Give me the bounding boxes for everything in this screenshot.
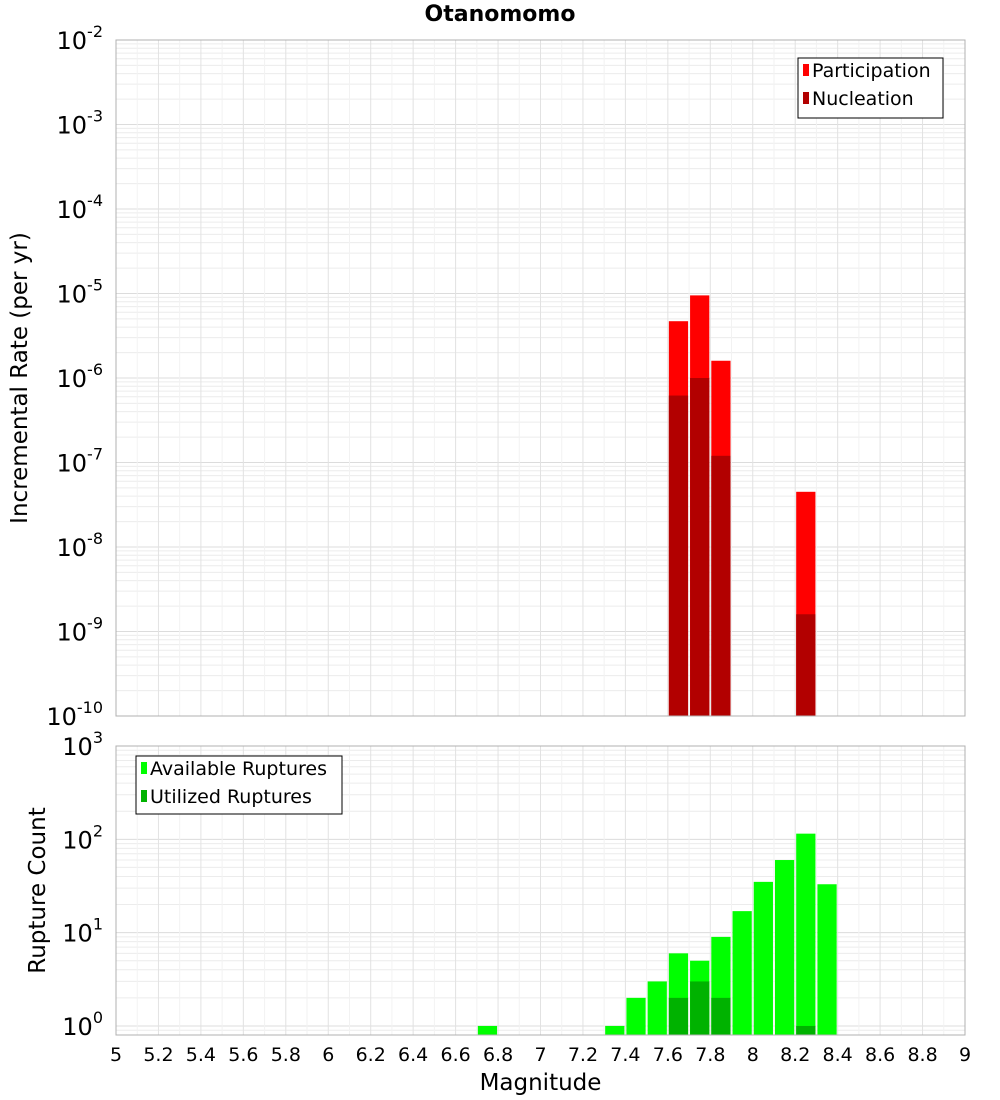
rate-ytick-label: 10-4 [57,191,104,224]
xtick-label: 6.6 [440,1044,470,1066]
xtick-label: 8.4 [823,1044,853,1066]
xtick-label: 7.6 [653,1044,683,1066]
rate-y-axis-label: Incremental Rate (per yr) [7,232,33,524]
count-bar [605,1025,625,1035]
rate-ytick-label: 10-3 [57,107,104,140]
xtick-label: 7.2 [568,1044,598,1066]
count-legend: Available Ruptures Utilized Ruptures [135,755,343,815]
count-legend-swatch [141,790,147,802]
count-ytick-label: 100 [62,1008,103,1041]
count-bar [647,981,667,1035]
rate-legend-box [797,57,944,119]
rate-legend-swatch [803,64,809,76]
xtick-label: 8 [747,1044,759,1066]
count-bar [477,1025,498,1035]
xtick-label: 7.4 [610,1044,640,1066]
count-legend-label: Available Ruptures [150,758,327,780]
chart-title: Otanomomo [424,2,576,27]
xtick-label: 8.6 [865,1044,895,1066]
rate-ytick-label: 10-9 [57,614,104,647]
count-bar [817,884,837,1035]
rate-ytick-label: 10-6 [57,360,104,393]
xtick-label: 9 [959,1044,971,1066]
xtick-label: 8.8 [907,1044,937,1066]
count-ytick-label: 101 [62,915,103,948]
count-y-axis-label: Rupture Count [25,807,51,973]
count-series-1 [668,981,816,1035]
rate-bar [668,395,689,716]
rate-ytick-label: 10-10 [46,698,103,731]
xtick-label: 5 [110,1044,122,1066]
rate-grid [115,39,966,717]
x-axis-label: Magnitude [480,1070,602,1096]
rate-ytick-label: 10-8 [57,529,104,562]
count-bar [774,860,795,1035]
count-bar [732,911,752,1035]
rate-frame [115,39,966,717]
rate-legend-swatch [803,92,809,104]
count-ytick-label: 103 [62,728,103,761]
count-frame [115,745,966,1036]
rate-legend-label: Participation [812,60,931,82]
xtick-label: 6 [322,1044,334,1066]
rate-ytick-label: 10-2 [57,22,104,55]
xtick-label: 7 [534,1044,546,1066]
xtick-label: 5.2 [143,1044,173,1066]
rate-series-1 [668,378,816,716]
count-bar [753,881,773,1035]
rate-bar [711,455,731,716]
rate-bar [796,614,816,716]
count-bar [796,833,816,1035]
count-legend-swatch [141,762,147,774]
rate-legend-label: Nucleation [812,88,914,110]
count-bar [796,1025,816,1035]
count-ytick-label: 102 [62,821,103,854]
xtick-label: 7.8 [695,1044,725,1066]
xtick-label: 6.4 [398,1044,428,1066]
count-series-0 [477,833,837,1035]
rate-ytick-label: 10-7 [57,445,104,478]
count-legend-label: Utilized Ruptures [150,786,312,808]
rate-bar [690,378,710,716]
xtick-label: 8.2 [780,1044,810,1066]
xtick-label: 5.4 [186,1044,216,1066]
xtick-label: 6.8 [483,1044,513,1066]
count-bar [626,997,646,1035]
count-legend-box [135,755,343,815]
count-bar [668,997,689,1035]
xtick-label: 6.2 [356,1044,386,1066]
rate-legend: Participation Nucleation [797,57,944,119]
rate-ytick-label: 10-5 [57,276,104,309]
count-bar [711,997,731,1035]
xtick-label: 5.8 [271,1044,301,1066]
count-bar [690,981,710,1035]
xtick-label: 5.6 [228,1044,258,1066]
